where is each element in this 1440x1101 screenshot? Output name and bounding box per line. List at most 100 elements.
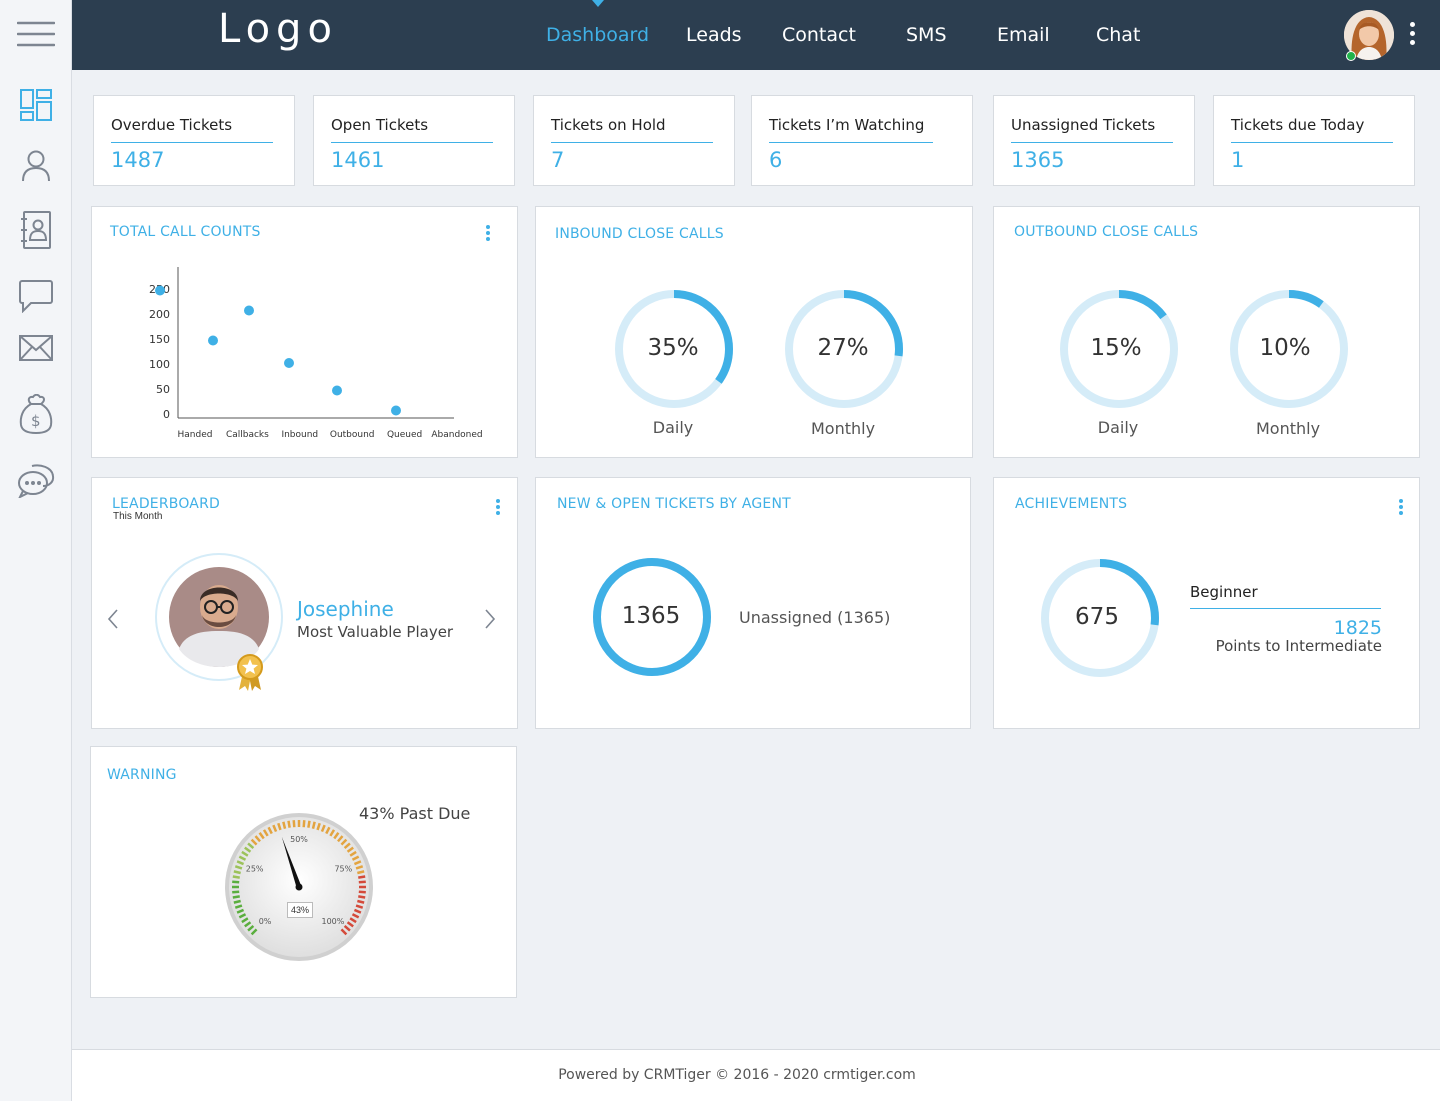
stat-card-due-today[interactable]: Tickets due Today 1 [1213, 95, 1415, 186]
user-icon[interactable] [16, 146, 56, 186]
footer-text: Powered by CRMTiger © 2016 - 2020 crmtig… [558, 1067, 916, 1083]
y-tick-label: 150 [149, 333, 170, 346]
stat-label: Tickets due Today [1231, 116, 1365, 134]
mail-icon[interactable] [16, 328, 56, 368]
stat-card-overdue[interactable]: Overdue Tickets 1487 [93, 95, 295, 186]
achievement-points-label: Points to Intermediate [1215, 637, 1382, 655]
data-point[interactable] [155, 285, 165, 296]
stat-card-watching[interactable]: Tickets I’m Watching 6 [751, 95, 973, 186]
achievement-divider [1190, 608, 1381, 609]
x-tick-label: Handed [178, 430, 213, 440]
gauge-tick [320, 824, 326, 833]
dashboard-icon[interactable] [16, 85, 56, 125]
gauge-tick [358, 895, 366, 899]
panel-menu-icon[interactable] [493, 499, 503, 517]
data-point[interactable] [332, 385, 342, 396]
gauge-tick [250, 928, 258, 936]
gauge-tick [258, 832, 265, 840]
contacts-book-icon[interactable] [16, 210, 56, 250]
stat-card-unassigned[interactable]: Unassigned Tickets 1365 [993, 95, 1195, 186]
gauge-tick [346, 846, 354, 853]
x-tick-label: Outbound [330, 430, 375, 440]
ring-progress [1060, 290, 1178, 408]
ring-value: 35% [647, 335, 699, 361]
panel-subtitle: This Month [113, 511, 163, 522]
gauge-tick [343, 925, 351, 932]
ring-progress [615, 290, 733, 408]
achievement-points: 1825 [1333, 617, 1382, 639]
call-counts-chart: 050100150200250HandedCallbacksInboundOut… [149, 267, 483, 440]
chat-bubble-icon[interactable] [16, 276, 56, 316]
hamburger-menu-icon[interactable] [16, 14, 56, 54]
ring-value: 10% [1259, 335, 1311, 361]
next-arrow-icon[interactable] [483, 608, 497, 630]
stat-divider [1231, 142, 1393, 143]
gauge-needle [281, 836, 302, 888]
stat-card-open[interactable]: Open Tickets 1461 [313, 95, 515, 186]
data-point[interactable] [208, 335, 218, 346]
gauge-tick [247, 925, 255, 932]
stat-value: 6 [769, 148, 783, 172]
ring-value: 675 [1075, 604, 1119, 630]
data-point[interactable] [244, 305, 254, 316]
ring-label: Daily [1097, 418, 1139, 437]
gauge-tick [234, 904, 243, 909]
achievement-ring [1041, 559, 1159, 677]
gauge-tick [282, 821, 287, 829]
stat-label: Unassigned Tickets [1011, 116, 1156, 134]
prev-arrow-icon[interactable] [106, 608, 120, 630]
active-nav-indicator [592, 0, 604, 7]
gauge-tick [302, 820, 306, 828]
ring-value: 27% [817, 335, 869, 361]
panel-menu-icon[interactable] [1396, 499, 1406, 517]
data-point[interactable] [284, 358, 294, 368]
data-point[interactable] [391, 405, 401, 416]
nav-contact[interactable]: Contact [782, 24, 856, 46]
award-badge-icon [234, 652, 266, 692]
nav-dashboard[interactable]: Dashboard [546, 24, 650, 46]
achievements-panel: ACHIEVEMENTS 675 Beginner 1825 Points to… [993, 477, 1420, 729]
gauge-tick [311, 821, 316, 829]
online-status-dot [1346, 51, 1356, 61]
stat-label: Open Tickets [331, 116, 429, 134]
stat-card-on-hold[interactable]: Tickets on Hold 7 [533, 95, 735, 186]
gauge-tick [349, 850, 357, 857]
gauge-label: 50% [290, 835, 308, 844]
stat-value: 1461 [331, 148, 385, 172]
stat-value: 1 [1231, 148, 1245, 172]
gauge-tick [329, 829, 336, 837]
stat-divider [551, 142, 713, 143]
gauge-tick [244, 846, 252, 853]
nav-leads[interactable]: Leads [686, 24, 742, 46]
logo[interactable]: Logo [218, 6, 338, 52]
gauge-tick [325, 826, 331, 835]
gauge-tick [357, 870, 365, 875]
conversation-icon[interactable] [16, 460, 56, 500]
nav-sms[interactable]: SMS [906, 24, 947, 46]
panel-title: WARNING [107, 767, 177, 783]
nav-email[interactable]: Email [997, 24, 1050, 46]
ring-progress [785, 290, 903, 408]
x-tick-label: Abandoned [431, 430, 482, 440]
y-tick-label: 50 [156, 383, 170, 396]
panel-title: TOTAL CALL COUNTS [110, 224, 261, 240]
panel-title: INBOUND CLOSE CALLS [555, 226, 724, 242]
gauge-tick [267, 826, 273, 835]
gauge-tick [292, 820, 296, 828]
gauge-label: 75% [334, 865, 352, 874]
new-open-tickets-panel: NEW & OPEN TICKETS BY AGENT 1365 Unassig… [535, 477, 971, 729]
money-bag-icon[interactable]: $ [16, 394, 56, 434]
gauge-tick [254, 835, 261, 843]
gauge-tick [232, 880, 240, 884]
gauge-value: 43% [287, 902, 313, 918]
gauge-label: 0% [259, 917, 272, 926]
gauge-tick [241, 850, 249, 857]
gauge-tick [232, 875, 240, 879]
nav-chat[interactable]: Chat [1096, 24, 1141, 46]
more-options-icon[interactable] [1406, 22, 1418, 50]
gauge-tick [337, 835, 344, 843]
ring-label: Monthly [1255, 419, 1321, 438]
gauge-tick [250, 838, 258, 846]
ring-progress [593, 558, 711, 676]
panel-menu-icon[interactable] [483, 225, 493, 243]
